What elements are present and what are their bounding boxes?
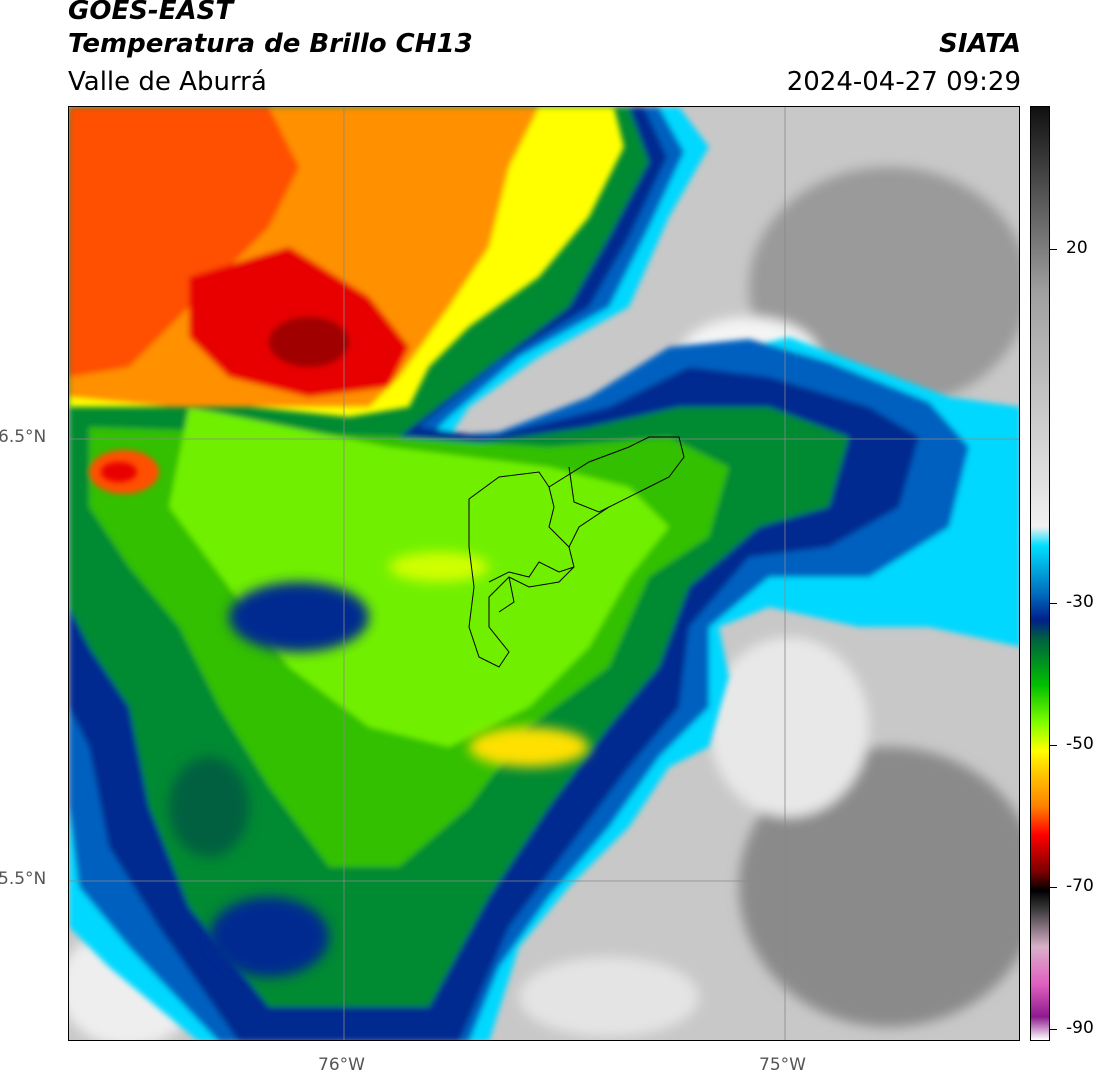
timestamp-label: 2024-04-27 09:29	[786, 67, 1021, 97]
lat-label-6-5: 6.5°N	[0, 427, 47, 447]
temperature-colorbar	[1030, 106, 1050, 1041]
lat-label-5-5: 5.5°N	[0, 869, 47, 889]
colorbar-tick-mark	[1050, 745, 1057, 746]
valle-de-aburra-boundaries	[468, 436, 685, 668]
region-subtitle: Valle de Aburrá	[68, 67, 267, 97]
satellite-title: GOES-EAST	[68, 0, 234, 26]
product-title: Temperatura de Brillo CH13	[68, 29, 473, 59]
colorbar-tick-minus30: -30	[1066, 592, 1094, 612]
colorbar-tick-mark	[1050, 1029, 1057, 1030]
organization-label: SIATA	[939, 29, 1021, 59]
colorbar-tick-mark	[1050, 249, 1057, 250]
graticule	[69, 107, 1019, 1040]
map-canvas	[69, 107, 1019, 1040]
lon-label-76w: 76°W	[318, 1055, 365, 1075]
colorbar-tick-20: 20	[1066, 238, 1088, 258]
colorbar-tick-minus90: -90	[1066, 1018, 1094, 1038]
colorbar-tick-mark	[1050, 603, 1057, 604]
lon-label-75w: 75°W	[759, 1055, 806, 1075]
colorbar-tick-mark	[1050, 887, 1057, 888]
colorbar-tick-minus70: -70	[1066, 876, 1094, 896]
colorbar-tick-minus50: -50	[1066, 734, 1094, 754]
brightness-temperature-map[interactable]	[68, 106, 1020, 1041]
